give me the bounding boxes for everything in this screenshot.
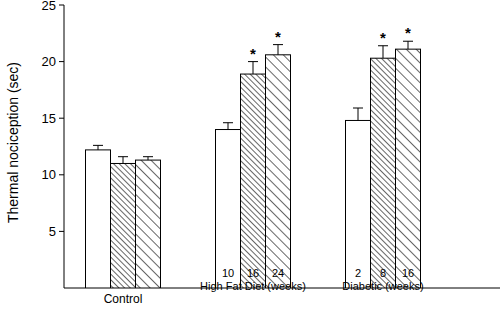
error-cap	[93, 145, 103, 146]
error-cap	[223, 122, 233, 123]
bar	[216, 130, 241, 288]
y-tick-label: 5	[49, 224, 56, 239]
sub-label: 24	[272, 267, 284, 279]
category-label: Control	[104, 292, 143, 306]
error-bar	[353, 108, 363, 120]
bar	[346, 120, 371, 288]
error-bar	[273, 45, 283, 55]
error-cap	[143, 156, 153, 157]
error-line	[123, 157, 124, 164]
y-tick	[59, 174, 64, 175]
significance: *	[380, 29, 386, 46]
sub-label: 10	[222, 267, 234, 279]
bar	[86, 150, 111, 288]
significance: *	[405, 24, 411, 41]
error-line	[358, 108, 359, 120]
error-bar	[248, 62, 258, 74]
sub-label: 8	[380, 267, 386, 279]
error-bar	[223, 123, 233, 130]
bar	[241, 74, 266, 288]
y-tick	[59, 231, 64, 232]
chart: 5 10 15 20 25 Thermal nociception (sec) Contro…	[0, 0, 500, 321]
y-tick	[59, 118, 64, 119]
y-tick-label: 20	[42, 54, 56, 69]
sub-label: 16	[247, 267, 259, 279]
y-tick	[59, 61, 64, 62]
error-line	[253, 62, 254, 74]
error-cap	[118, 156, 128, 157]
category-label: High Fat Diet (weeks)	[200, 280, 306, 292]
bar	[396, 49, 421, 288]
y-axis	[64, 5, 65, 288]
significance: *	[250, 45, 256, 62]
y-tick	[59, 5, 64, 6]
error-line	[278, 45, 279, 55]
error-bar	[118, 157, 128, 164]
y-tick-label: 10	[42, 167, 56, 182]
significance: *	[275, 28, 281, 45]
y-tick-label: 15	[42, 111, 56, 126]
bar	[111, 163, 136, 288]
error-bar	[403, 41, 413, 49]
error-line	[228, 123, 229, 130]
y-tick-label: 25	[42, 0, 56, 13]
error-bar	[378, 46, 388, 58]
category-label: Diabetic (weeks)	[342, 280, 423, 292]
sub-label: 2	[355, 267, 361, 279]
sub-label: 16	[402, 267, 414, 279]
bar	[266, 55, 291, 288]
error-line	[98, 145, 99, 150]
bar	[136, 160, 161, 288]
y-axis-title: Thermal nociception (sec)	[5, 62, 21, 223]
error-bar	[93, 145, 103, 150]
error-bar	[143, 157, 153, 160]
error-line	[148, 157, 149, 160]
error-line	[408, 41, 409, 49]
error-line	[383, 46, 384, 58]
bar	[371, 58, 396, 288]
error-cap	[353, 108, 363, 109]
bars	[86, 41, 421, 288]
